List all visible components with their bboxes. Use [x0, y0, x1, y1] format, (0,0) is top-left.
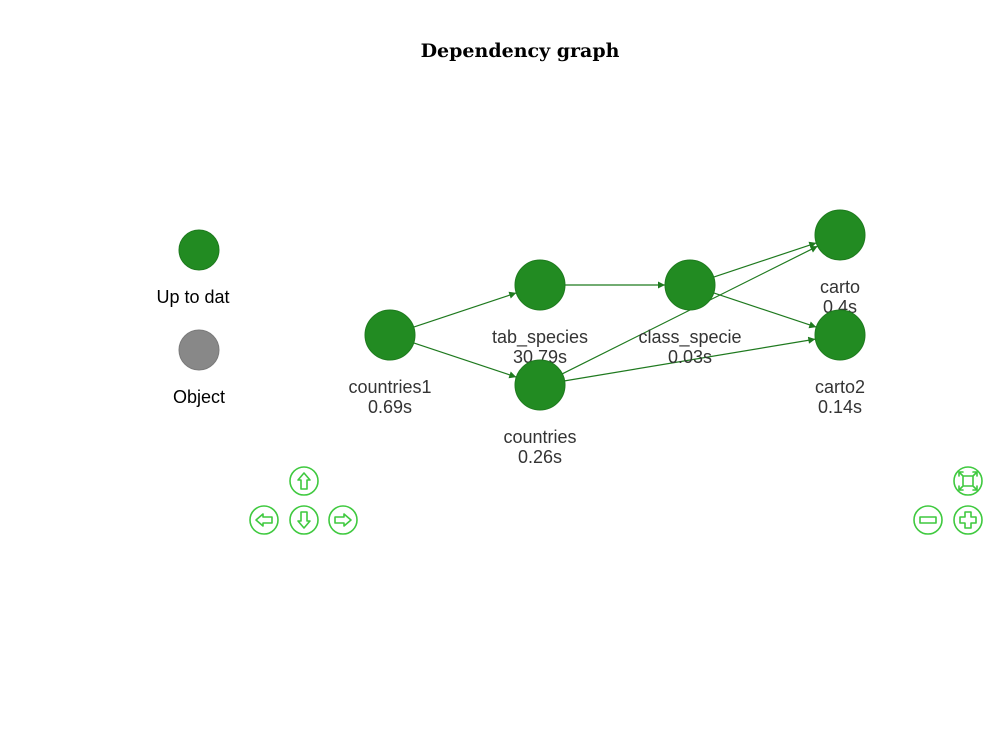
nav-right-button[interactable]: [328, 505, 358, 535]
graph-title: Dependency graph: [420, 40, 620, 62]
zoom-extends-icon: [958, 471, 978, 491]
node-name-label: tab_species: [492, 327, 588, 348]
nav-up-button[interactable]: [289, 466, 319, 496]
legend-label-up-to-date: Up to dat: [156, 287, 229, 307]
node-name-label: countries: [503, 427, 576, 447]
node-circle[interactable]: [514, 259, 566, 311]
nav-left-button[interactable]: [249, 505, 279, 535]
arrow-right-icon: [334, 513, 352, 527]
zoom-in-icon: [959, 511, 977, 529]
node-time-label: 0.03s: [668, 347, 712, 367]
node-circle[interactable]: [814, 309, 866, 361]
arrow-left-icon: [255, 513, 273, 527]
nav-down-button[interactable]: [289, 505, 319, 535]
node-time-label: 0.26s: [518, 447, 562, 467]
node-name-label: carto: [820, 277, 860, 297]
node-circle[interactable]: [364, 309, 416, 361]
edge-countries1-to-tab_species: [413, 291, 517, 328]
edges-layer: [413, 241, 818, 382]
edge-countries1-to-countries: [413, 342, 517, 379]
node-circle[interactable]: [514, 359, 566, 411]
node-name-label: class_specie: [638, 327, 741, 348]
edge-class_specie-to-carto: [713, 241, 817, 278]
arrow-down-icon: [297, 511, 311, 529]
zoom-extends-button[interactable]: [953, 466, 983, 496]
zoom-in-button[interactable]: [953, 505, 983, 535]
legend: Up to dat Object: [156, 229, 230, 407]
node-name-label: countries1: [348, 377, 431, 397]
legend-label-object: Object: [173, 387, 225, 407]
legend-swatch-object: [178, 329, 220, 371]
legend-item-object: Object: [173, 329, 225, 407]
node-time-label: 0.14s: [818, 397, 862, 417]
arrow-up-icon: [297, 472, 311, 490]
node-time-label: 0.69s: [368, 397, 412, 417]
zoom-out-button[interactable]: [913, 505, 943, 535]
edge-class_specie-to-carto2: [713, 292, 817, 329]
node-time-label: 30.79s: [513, 347, 567, 367]
zoom-out-icon: [919, 516, 937, 524]
legend-item-up-to-date: Up to dat: [156, 229, 230, 307]
nodes-layer: countries10.69stab_species30.79scountrie…: [348, 209, 866, 467]
edge-countries-to-carto2: [564, 336, 816, 382]
node-circle[interactable]: [664, 259, 716, 311]
node-name-label: carto2: [815, 377, 865, 397]
legend-swatch-up-to-date: [178, 229, 220, 271]
node-circle[interactable]: [814, 209, 866, 261]
